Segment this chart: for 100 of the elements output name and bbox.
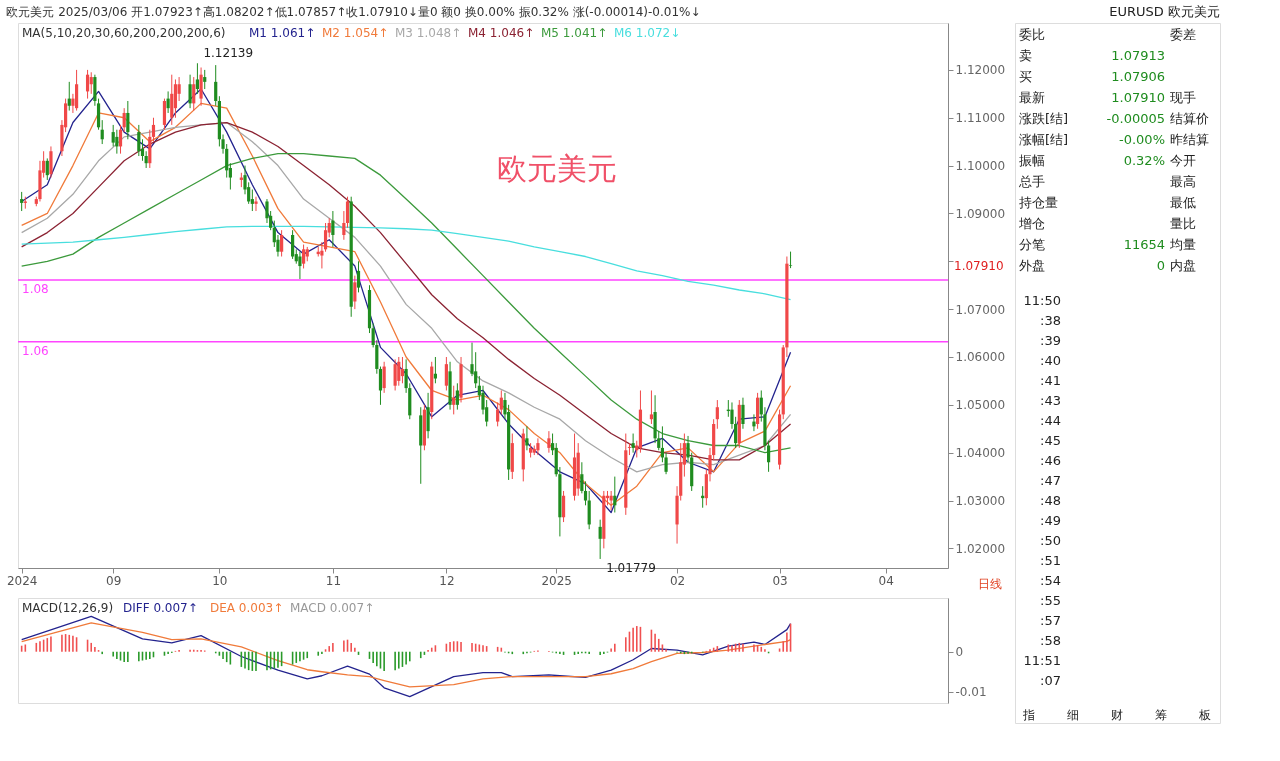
- text: :43: [1040, 393, 1061, 408]
- text: :48: [1040, 493, 1061, 508]
- text: M1 1.061↑: [249, 26, 316, 40]
- candlestick: [173, 78, 178, 119]
- line-series: [21, 615, 792, 698]
- candlestick: [444, 356, 448, 391]
- candlestick: [452, 385, 456, 415]
- candlestick: [561, 490, 566, 523]
- category-label: 指: [1022, 708, 1035, 722]
- candlestick: [137, 124, 141, 157]
- candlestick: [250, 189, 254, 212]
- text: :44: [1040, 413, 1061, 428]
- y-tick-label: 1.07000: [955, 302, 1006, 317]
- legend-title: MA(5,10,20,30,60,200,200,200,6): [22, 26, 226, 40]
- candlestick: [455, 382, 459, 411]
- text: :40: [1040, 353, 1061, 368]
- text: 0: [1156, 258, 1165, 273]
- text: :46: [1040, 453, 1061, 468]
- chart-title: 欧元美元 2025/03/06 开1.07923↑高1.08202↑低1.07857↑收1.07910↓量0 额0 换0.00% 振0.32% 涨(-0.00014)-0.01%↓: [6, 5, 701, 19]
- text: 1.07910: [954, 258, 1004, 273]
- text: 总手: [1019, 174, 1045, 189]
- text: 1.07913: [1111, 48, 1165, 63]
- legend-title: MACD(12,26,9): [22, 601, 114, 615]
- candlestick: [752, 413, 756, 432]
- ref-line-label: 1.08: [22, 281, 49, 296]
- candlestick: [151, 117, 156, 143]
- text: M6 1.072↓: [614, 26, 681, 40]
- text: :50: [1040, 533, 1061, 548]
- text: 持仓量: [1019, 195, 1058, 210]
- text: 11:50: [1023, 293, 1061, 308]
- candlestick: [536, 437, 540, 456]
- candlestick: [400, 356, 405, 384]
- candlestick: [49, 145, 53, 179]
- text: 外盘: [1019, 258, 1045, 273]
- text: 增仓: [1019, 216, 1045, 231]
- candlestick: [353, 275, 357, 310]
- candlestick: [214, 64, 218, 107]
- candlestick: [162, 98, 167, 131]
- x-tick-label: 2025: [541, 573, 572, 588]
- candlestick: [433, 356, 437, 384]
- candlestick: [203, 69, 207, 90]
- text: 买: [1019, 69, 1032, 84]
- candlestick: [67, 81, 71, 112]
- text: 量比: [1170, 216, 1196, 231]
- text: 1.07906: [1111, 69, 1165, 84]
- text: :49: [1040, 513, 1061, 528]
- text: 卖: [1019, 48, 1032, 63]
- candlestick: [587, 490, 591, 530]
- text: 振幅: [1019, 153, 1045, 168]
- line-series: [21, 622, 792, 688]
- text: 涨幅[结]: [1019, 132, 1069, 147]
- candlestick: [356, 260, 361, 293]
- y-tick-label: 1.12000: [955, 63, 1006, 78]
- y-tick-label: 1.09000: [955, 206, 1006, 221]
- candlestick: [741, 397, 745, 430]
- ref-line-label: 1.06: [22, 343, 49, 358]
- candlestick: [397, 356, 401, 387]
- text: EURUSD 欧元美元: [1109, 4, 1220, 19]
- x-tick-label: 02: [669, 573, 686, 588]
- text: 11654: [1123, 237, 1165, 252]
- annotation: 1.01779: [606, 560, 656, 575]
- text: 委比: [1019, 27, 1045, 42]
- x-tick-label: 03: [772, 573, 788, 588]
- text: :07: [1040, 673, 1061, 688]
- candlestick: [170, 74, 174, 126]
- text: 0.32%: [1123, 153, 1165, 168]
- text: :47: [1040, 473, 1061, 488]
- text: 委差: [1170, 27, 1196, 42]
- text: 现手: [1170, 90, 1196, 105]
- text: :41: [1040, 373, 1061, 388]
- y-tick-label: 1.10000: [955, 159, 1006, 174]
- candlestick: [195, 62, 200, 95]
- text: MACD 0.007↑: [290, 601, 375, 615]
- y-tick-label: 1.03000: [955, 494, 1006, 509]
- candlestick: [192, 76, 196, 112]
- y-tick-label: 1.02000: [955, 541, 1006, 556]
- text: :39: [1040, 333, 1061, 348]
- text: 内盘: [1170, 258, 1196, 273]
- text: 日线: [978, 577, 1002, 591]
- candlestick: [298, 251, 302, 280]
- candlestick: [254, 196, 258, 212]
- candlestick: [426, 392, 430, 439]
- text: :57: [1040, 613, 1061, 628]
- x-tick-label: 04: [878, 573, 894, 588]
- text: 涨跌[结]: [1019, 111, 1069, 126]
- text: 分笔: [1019, 237, 1045, 252]
- text: M2 1.054↑: [322, 26, 389, 40]
- candlestick: [715, 399, 719, 430]
- candlestick: [331, 210, 335, 248]
- category-label: 细: [1066, 708, 1079, 722]
- candlestick: [393, 358, 397, 391]
- text: :55: [1040, 593, 1061, 608]
- candlestick: [649, 389, 654, 425]
- text: 昨结算: [1170, 132, 1209, 147]
- text: 最低: [1170, 195, 1196, 210]
- text: 1.07910: [1111, 90, 1165, 105]
- x-tick-label: 10: [212, 573, 228, 588]
- text: :58: [1040, 633, 1061, 648]
- candlestick: [280, 229, 284, 257]
- candlestick: [378, 366, 383, 406]
